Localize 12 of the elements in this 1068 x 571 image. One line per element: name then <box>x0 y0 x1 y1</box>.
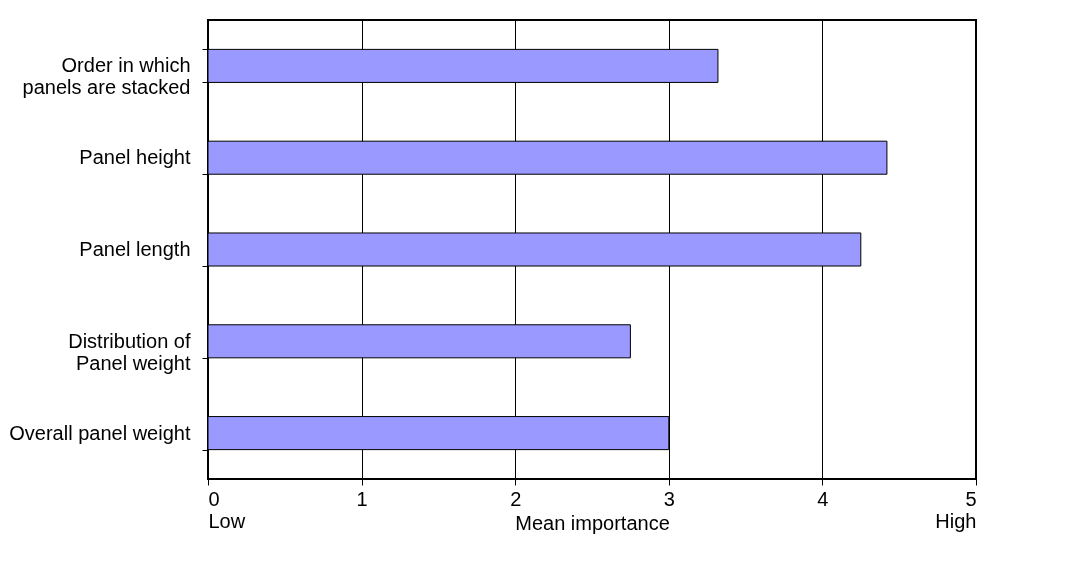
x-tick-label: 4 <box>817 487 829 510</box>
y-tick-label: Panel height <box>79 146 191 169</box>
y-tick-label: Distribution of Panel weight <box>68 329 191 374</box>
y-tick-label: Overall panel weight <box>9 421 191 444</box>
x-tick-label: 5 High <box>935 487 977 532</box>
x-axis-title: Mean importance <box>515 511 670 534</box>
y-tick-label: Order in which panels are stacked <box>22 54 191 99</box>
y-tick-label: Panel length <box>79 238 191 260</box>
x-tick-label: 0 Low <box>208 487 246 532</box>
x-tick-label: 1 <box>356 487 368 510</box>
x-tick-label: 2 <box>510 487 522 510</box>
x-tick-label: 3 <box>663 487 675 510</box>
